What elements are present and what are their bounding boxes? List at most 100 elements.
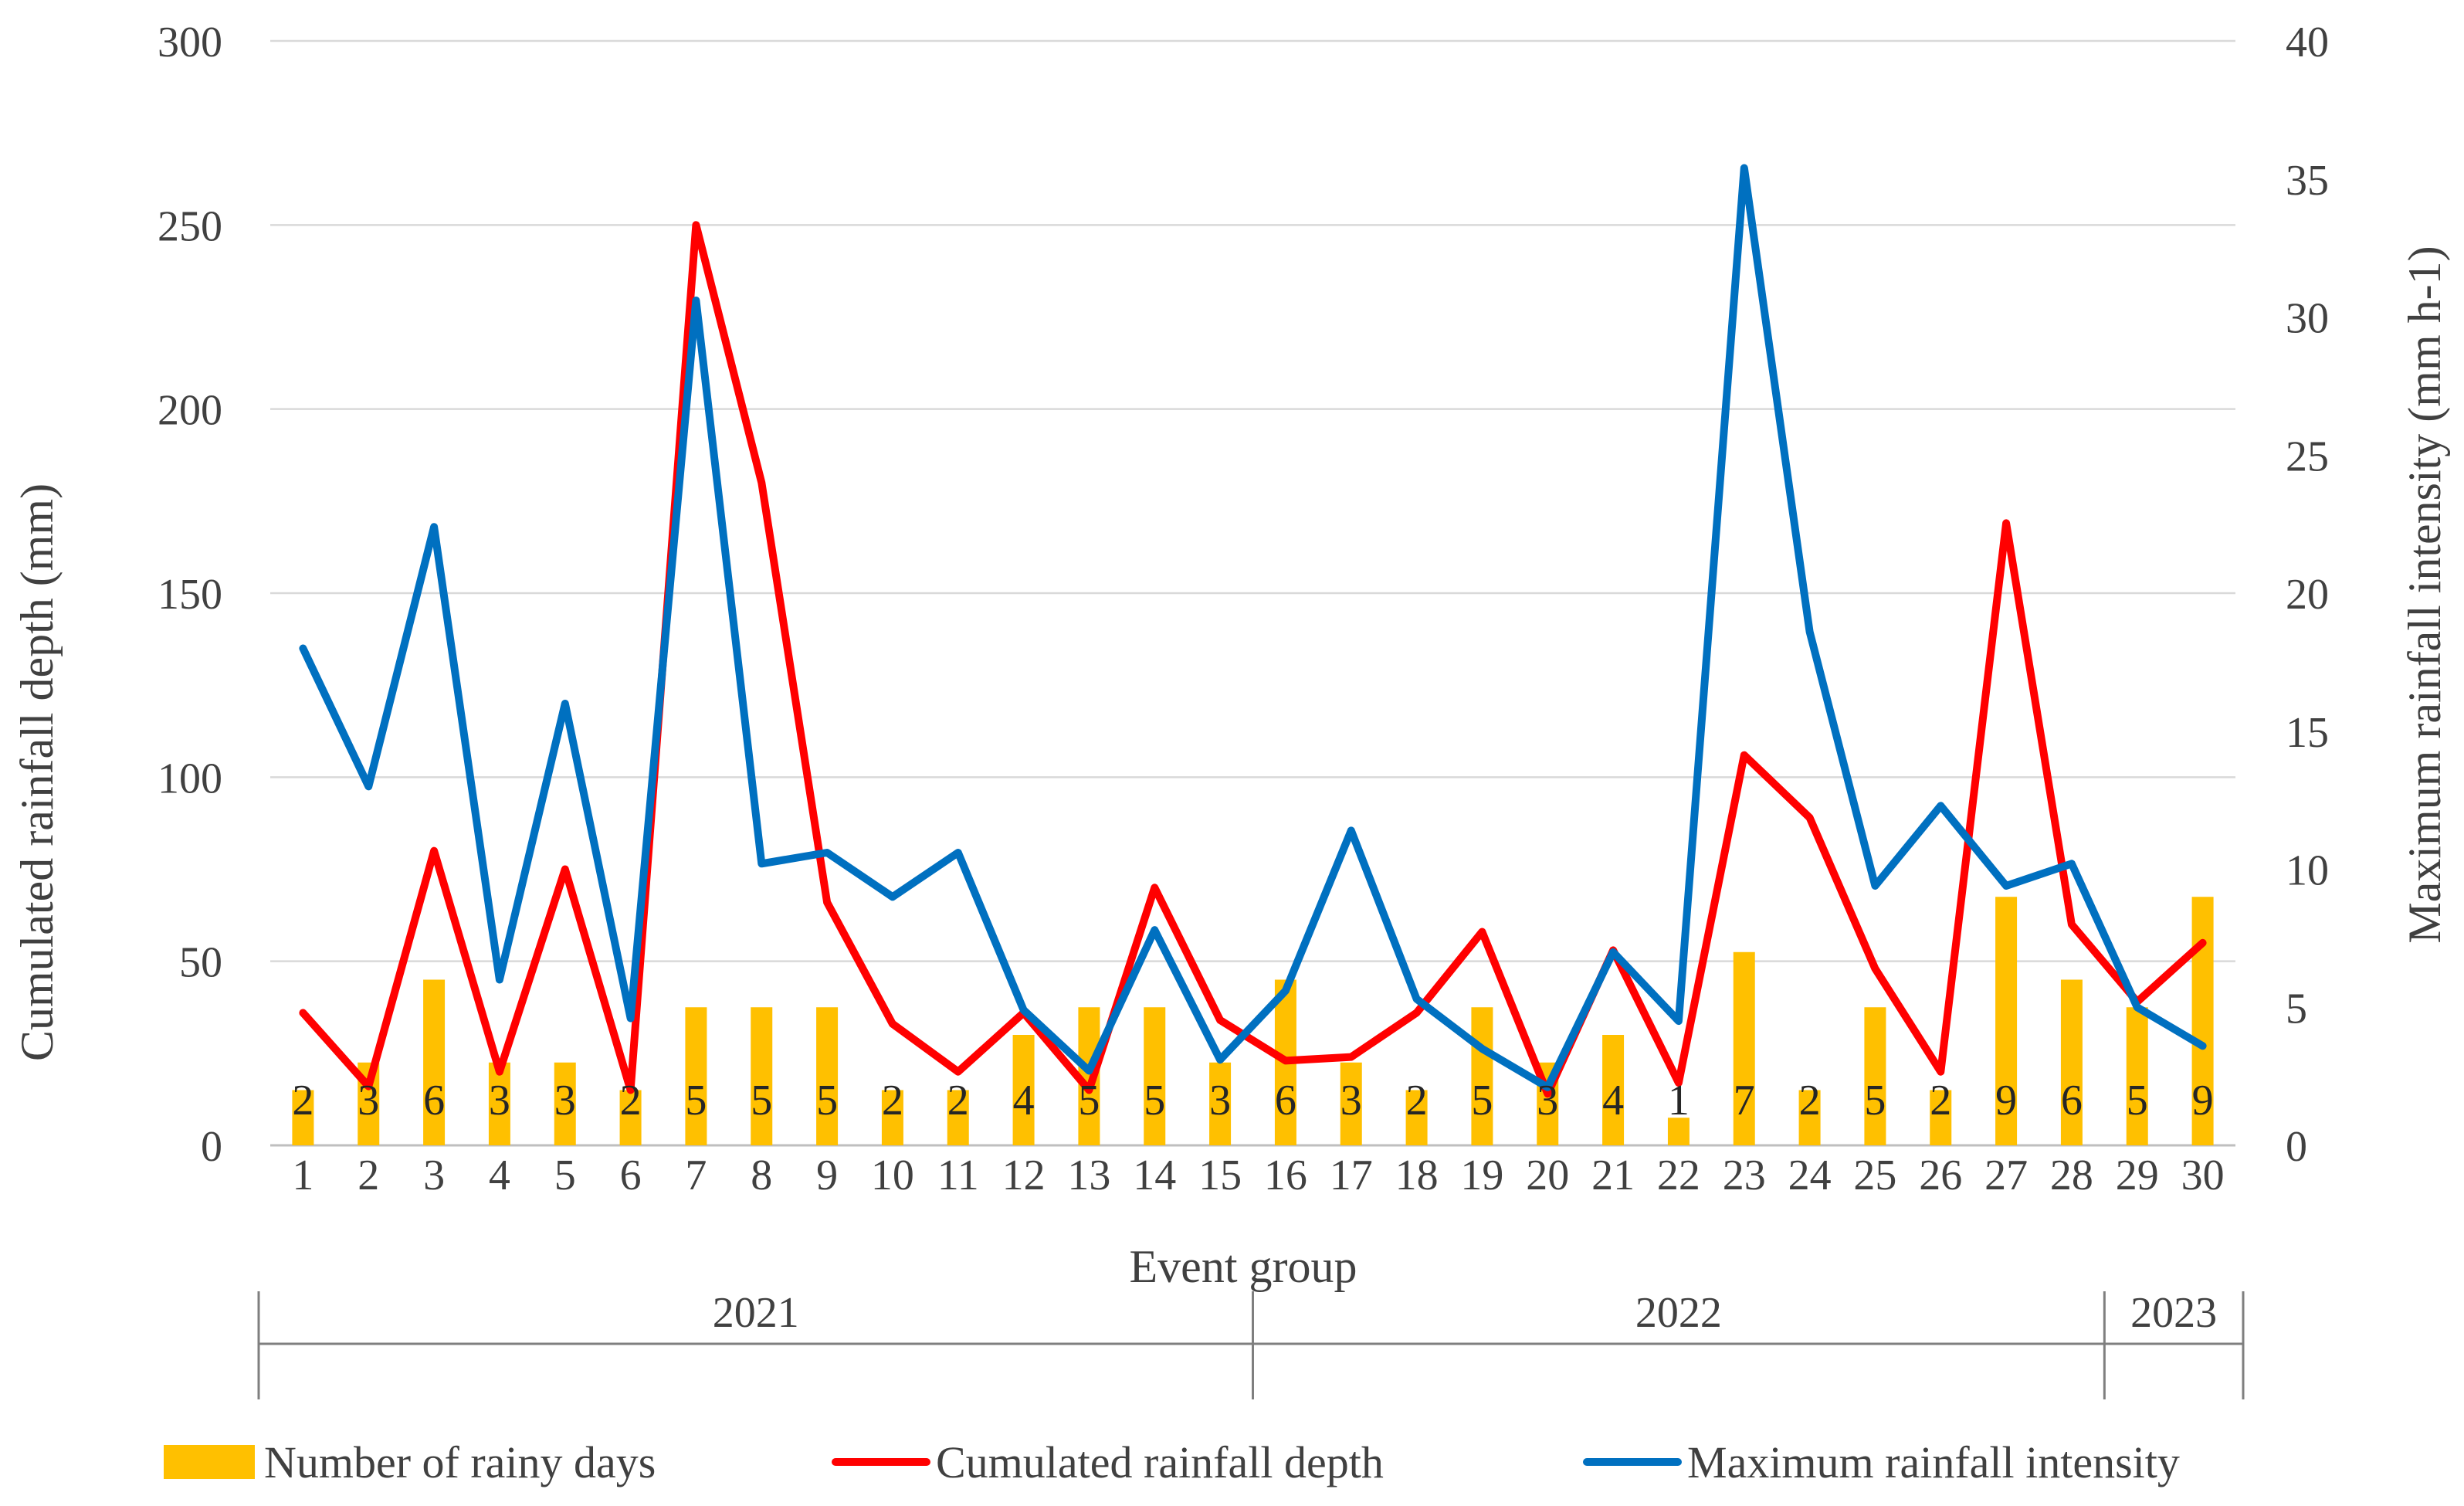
x-category-label: 30 (2181, 1152, 2225, 1199)
year-group-label: 2023 (2130, 1289, 2217, 1337)
bar-data-label: 5 (1078, 1077, 1100, 1124)
bar-rainy-days (554, 1062, 576, 1145)
legend-label: Cumulated rainfall depth (936, 1437, 1384, 1487)
year-group-label: 2021 (713, 1289, 799, 1337)
bar-rainy-days (1930, 1090, 1952, 1145)
left-tick-label: 0 (201, 1123, 222, 1171)
line-series (299, 164, 2207, 1098)
bar-data-label: 9 (2192, 1077, 2214, 1124)
bar-rainy-days (619, 1090, 642, 1145)
x-category-label: 18 (1395, 1152, 1439, 1199)
bar-data-label: 3 (1209, 1077, 1231, 1124)
legend-label: Number of rainy days (264, 1437, 656, 1487)
x-axis-category-labels: 1 2 3 4 5 6 7 8 9 10 11 12 13 14 15 16 17 18 19 20 21 22 23 24 2… (292, 1152, 2224, 1199)
x-category-label: 3 (423, 1152, 445, 1199)
bar-rainy-days (423, 979, 446, 1145)
x-category-label: 9 (816, 1152, 838, 1199)
bar-rainy-days (1209, 1062, 1232, 1145)
line-cumulated-rainfall-depth (299, 221, 2207, 1098)
year-group-label: 2022 (1635, 1289, 1722, 1337)
bar-data-label: 5 (2127, 1077, 2148, 1124)
bar-data-label: 3 (358, 1077, 379, 1124)
bar-rainy-days (1405, 1090, 1428, 1145)
x-category-label: 27 (1984, 1152, 2028, 1199)
right-tick-label: 5 (2286, 985, 2307, 1033)
x-category-label: 17 (1330, 1152, 1373, 1199)
left-tick-label: 250 (158, 202, 222, 250)
right-tick-label: 20 (2286, 571, 2329, 619)
bar-data-label: 6 (2061, 1077, 2083, 1124)
bar-data-label: 6 (423, 1077, 445, 1124)
right-tick-label: 0 (2286, 1123, 2307, 1171)
bar-rainy-days (1144, 1007, 1166, 1145)
bar-rainy-days (1798, 1090, 1821, 1145)
bar-data-label: 3 (1340, 1077, 1362, 1124)
bar-rainy-days (1995, 897, 2018, 1145)
bar-data-label: 3 (554, 1077, 576, 1124)
bar-data-label: 5 (751, 1077, 772, 1124)
bar-rainy-days (685, 1007, 707, 1145)
bar-rainy-days (816, 1007, 839, 1145)
x-category-label: 8 (751, 1152, 772, 1199)
bar-rainy-days (751, 1007, 773, 1145)
bar-data-label: 1 (1668, 1077, 1690, 1124)
x-category-label: 21 (1591, 1152, 1635, 1199)
bar-rainy-days (292, 1090, 314, 1145)
x-category-label: 11 (937, 1152, 979, 1199)
x-category-label: 7 (685, 1152, 707, 1199)
x-category-label: 24 (1788, 1152, 1832, 1199)
x-category-label: 4 (489, 1152, 510, 1199)
bar-data-label: 2 (947, 1077, 969, 1124)
legend: Number of rainy days Cumulated rainfall d… (164, 1437, 2180, 1487)
left-tick-label: 50 (179, 939, 222, 987)
legend-swatch-bar (164, 1445, 255, 1479)
line-max-rainfall-intensity (299, 164, 2207, 1091)
x-category-label: 29 (2116, 1152, 2159, 1199)
right-axis-title: Maximum rainfall intensity (mm h-1) (2399, 246, 2450, 943)
bar-rainy-days (1864, 1007, 1886, 1145)
x-category-label: 28 (2050, 1152, 2093, 1199)
bar-data-label: 5 (685, 1077, 707, 1124)
bar-data-label: 4 (1602, 1077, 1624, 1124)
left-tick-label: 100 (158, 755, 222, 802)
left-tick-label: 300 (158, 19, 222, 66)
x-category-label: 15 (1198, 1152, 1242, 1199)
bar-data-label: 2 (1799, 1077, 1821, 1124)
right-tick-label: 15 (2286, 709, 2329, 757)
x-category-label: 26 (1919, 1152, 1962, 1199)
x-category-label: 6 (620, 1152, 642, 1199)
bar-data-label: 4 (1013, 1077, 1035, 1124)
right-tick-label: 30 (2286, 295, 2329, 343)
x-category-label: 20 (1526, 1152, 1569, 1199)
legend-label: Maximum rainfall intensity (1687, 1437, 2180, 1487)
year-group-axis: 2021 2022 2023 (257, 1289, 2245, 1399)
bar-data-label: 2 (1406, 1077, 1428, 1124)
bar-data-label: 2 (292, 1077, 314, 1124)
x-category-label: 12 (1002, 1152, 1046, 1199)
bar-rainy-days (2191, 897, 2214, 1145)
bar-rainy-days (947, 1090, 969, 1145)
bar-rainy-days (881, 1090, 903, 1145)
bar-data-label: 5 (816, 1077, 838, 1124)
x-category-label: 23 (1723, 1152, 1766, 1199)
bar-rainy-days (1667, 1118, 1690, 1145)
x-axis-title: Event group (1130, 1241, 1357, 1292)
bar-data-label: 6 (1275, 1077, 1296, 1124)
left-axis-title: Cumulated rainfall depth (mm) (12, 483, 63, 1061)
bar-data-label: 5 (1864, 1077, 1886, 1124)
left-tick-label: 150 (158, 571, 222, 619)
bar-rainy-days (1471, 1007, 1493, 1145)
bar-data-label: 5 (1144, 1077, 1165, 1124)
bar-rainy-days (1602, 1035, 1625, 1145)
bar-data-label: 5 (1471, 1077, 1493, 1124)
right-tick-label: 40 (2286, 19, 2329, 66)
x-category-label: 14 (1133, 1152, 1176, 1199)
right-tick-label: 10 (2286, 847, 2329, 895)
bar-data-label: 7 (1734, 1077, 1755, 1124)
bar-data-label: 3 (1537, 1077, 1558, 1124)
bar-rainy-days (488, 1062, 510, 1145)
x-category-label: 19 (1460, 1152, 1503, 1199)
right-tick-label: 35 (2286, 157, 2329, 205)
